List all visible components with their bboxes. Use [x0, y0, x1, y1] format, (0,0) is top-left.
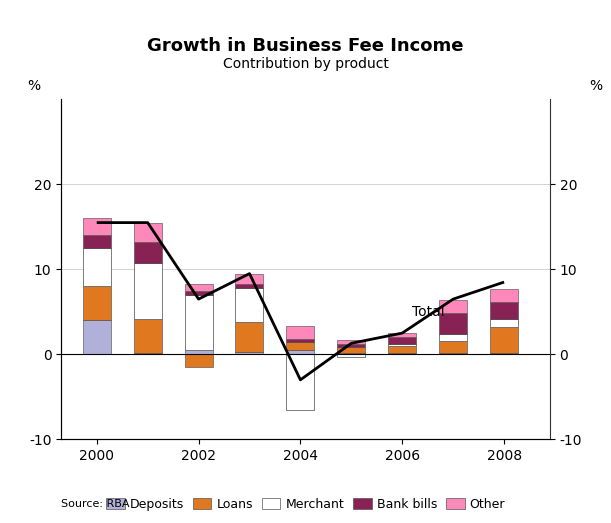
Bar	[439, 300, 467, 313]
Bar	[490, 353, 518, 355]
Bar	[388, 333, 416, 337]
Bar	[235, 274, 263, 284]
Bar	[235, 284, 263, 288]
Bar	[287, 326, 315, 339]
Bar	[439, 354, 467, 355]
Bar	[439, 334, 467, 341]
Bar	[287, 342, 315, 350]
Text: Contribution by product: Contribution by product	[222, 56, 389, 71]
Bar	[134, 319, 162, 353]
Bar	[82, 287, 111, 320]
Bar	[337, 340, 365, 344]
Bar	[82, 219, 111, 235]
Bar	[287, 350, 315, 355]
Bar	[388, 344, 416, 346]
Bar	[134, 242, 162, 264]
Bar	[337, 347, 365, 354]
Bar	[82, 235, 111, 248]
Bar	[388, 346, 416, 353]
Bar	[185, 350, 213, 355]
Text: %: %	[27, 78, 40, 93]
Legend: Deposits, Loans, Merchant, Bank bills, Other: Deposits, Loans, Merchant, Bank bills, O…	[101, 493, 510, 516]
Bar	[235, 322, 263, 352]
Bar	[439, 341, 467, 354]
Bar	[185, 284, 213, 291]
Bar	[388, 353, 416, 355]
Bar	[490, 319, 518, 327]
Bar	[82, 320, 111, 355]
Text: Total: Total	[412, 304, 445, 319]
Bar	[82, 248, 111, 287]
Bar	[287, 355, 315, 410]
Bar	[185, 291, 213, 295]
Bar	[287, 339, 315, 342]
Bar	[388, 337, 416, 344]
Bar	[185, 295, 213, 350]
Text: Growth in Business Fee Income: Growth in Business Fee Income	[147, 37, 464, 55]
Bar	[134, 264, 162, 319]
Bar	[337, 344, 365, 347]
Bar	[235, 288, 263, 322]
Bar	[490, 327, 518, 353]
Bar	[490, 289, 518, 302]
Bar	[490, 302, 518, 319]
Bar	[185, 355, 213, 367]
Bar	[134, 353, 162, 355]
Text: %: %	[589, 78, 602, 93]
Bar	[337, 355, 365, 357]
Text: Source: RBA: Source: RBA	[61, 499, 130, 509]
Bar	[439, 313, 467, 334]
Bar	[134, 223, 162, 242]
Bar	[235, 352, 263, 355]
Bar	[337, 354, 365, 355]
